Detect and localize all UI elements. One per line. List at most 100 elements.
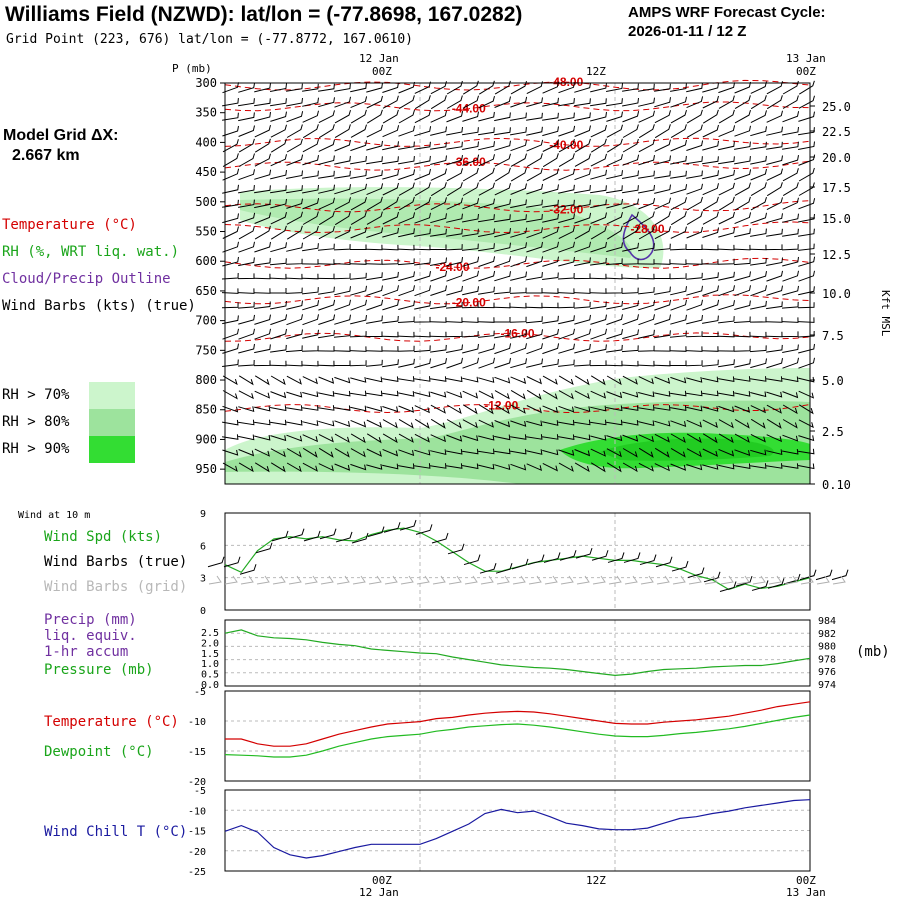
- top-date-3: 13 Jan: [786, 52, 826, 65]
- wind-barb: [254, 241, 271, 253]
- wind-barb: [286, 329, 303, 340]
- wind-barb: [574, 125, 591, 137]
- wind-barb: [366, 376, 383, 383]
- wind-barb: [686, 315, 703, 325]
- wind-barb: [334, 83, 351, 92]
- wind-barb: [526, 288, 543, 294]
- wind-barb-grid: [256, 575, 270, 585]
- wind-barb-true: [767, 578, 785, 589]
- wind-barb: [366, 196, 383, 211]
- wind-ytick: 6: [200, 541, 206, 552]
- wind-barb: [318, 170, 335, 179]
- wind-barb: [686, 226, 703, 239]
- wind-barb: [270, 170, 287, 180]
- wind-barb: [782, 141, 799, 150]
- wind-barb: [430, 126, 447, 136]
- wind-barb: [302, 170, 319, 179]
- wind-barb: [477, 317, 495, 323]
- height-tick-label: 20.0: [822, 151, 851, 165]
- wind-barb: [414, 391, 431, 398]
- wind-barb: [382, 359, 399, 368]
- wind-barb: [702, 140, 719, 151]
- wind-barb: [318, 391, 335, 397]
- wind-barb: [542, 168, 559, 181]
- wind-barb-grid: [208, 575, 222, 585]
- wind-barb-true: [287, 528, 305, 540]
- wind-barb: [222, 153, 239, 168]
- wind-barb-true: [799, 569, 817, 581]
- wind-barb: [302, 376, 318, 385]
- wind-barb: [510, 329, 527, 339]
- wind-barb: [718, 95, 735, 109]
- wind-barb: [702, 183, 719, 196]
- wind-barb: [253, 273, 271, 280]
- wind-barb: [382, 182, 399, 196]
- wind-barb: [654, 139, 671, 152]
- pressure-tick-label: 400: [195, 135, 217, 149]
- wind-barb: [462, 127, 479, 136]
- wind-barb: [702, 196, 719, 211]
- temp-contour-label: -16.00: [500, 326, 534, 340]
- temp-contour-line: [224, 101, 811, 112]
- wind-barb: [382, 271, 399, 281]
- wind-barb: [654, 226, 671, 240]
- wind-barb: [302, 155, 319, 166]
- wind-barb: [717, 346, 735, 352]
- wind-barb: [254, 111, 271, 122]
- precip-ytick: 1.5: [201, 649, 219, 660]
- wind-barb: [286, 434, 303, 442]
- wind-barb: [669, 346, 687, 352]
- wind-barb: [318, 124, 335, 139]
- wind-barb: [670, 124, 687, 139]
- wind-barb: [302, 434, 319, 443]
- wind-barb: [318, 155, 335, 165]
- wind-barb: [221, 272, 239, 280]
- wind-barb-grid: [480, 575, 494, 585]
- wind-barb-grid: [512, 575, 526, 585]
- wind-barb-grid: [224, 575, 238, 585]
- wind-barb: [654, 155, 671, 165]
- wind-barb: [334, 447, 350, 458]
- wind-barb: [590, 257, 607, 266]
- wind-barb: [622, 405, 639, 411]
- height-tick-label: 22.5: [822, 125, 851, 139]
- wind-barb: [701, 244, 719, 251]
- wind-barb: [366, 406, 383, 412]
- wind-barb: [222, 125, 239, 137]
- wind-barb: [478, 95, 495, 109]
- wind-panel-frame: [224, 512, 811, 611]
- wind-barb: [398, 125, 415, 137]
- wind-barb: [446, 141, 463, 150]
- wind-barb: [621, 258, 639, 265]
- wind-barb: [238, 314, 255, 325]
- wind-barb: [350, 448, 366, 458]
- wind-barb: [574, 153, 591, 167]
- wind-barb: [382, 109, 399, 124]
- wind-barb: [622, 154, 640, 166]
- wind-barb: [606, 154, 623, 167]
- wind-barb: [734, 196, 751, 211]
- wind-barb: [494, 376, 511, 384]
- wind-barb: [302, 462, 318, 472]
- wind-barb: [798, 141, 815, 150]
- wind-barb: [590, 375, 606, 386]
- wind-barb: [238, 434, 255, 441]
- wind-barb: [398, 169, 416, 181]
- wind-barb: [366, 211, 383, 225]
- wind-barb: [622, 329, 639, 340]
- wind-barb: [510, 112, 527, 121]
- wind-barb: [222, 256, 239, 267]
- wind-barb: [526, 256, 544, 268]
- wind-barb: [750, 391, 767, 398]
- wind-chill-label: Wind Chill T (°C): [44, 824, 188, 840]
- wind-barb: [334, 139, 351, 152]
- precip-sub2: 1-hr accum: [44, 644, 129, 660]
- wind-barb: [494, 96, 511, 108]
- wind-barb: [334, 170, 351, 179]
- wind-barb: [766, 197, 783, 211]
- wind-barb: [270, 314, 288, 326]
- wind-barb: [558, 226, 575, 240]
- pressure-ytick: 978: [818, 654, 836, 665]
- wind-barb: [542, 315, 559, 324]
- wind-barb: [749, 331, 767, 338]
